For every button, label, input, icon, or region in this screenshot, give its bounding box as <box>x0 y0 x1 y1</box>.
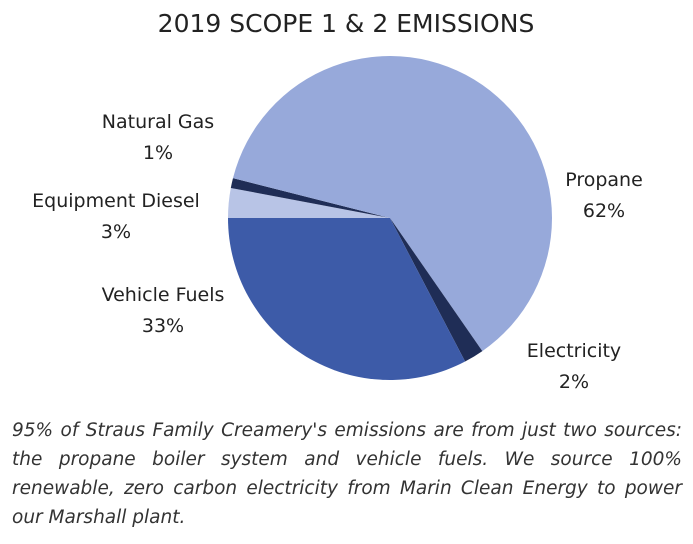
caption: 95% of Straus Family Creamery's emission… <box>12 420 682 528</box>
chart: 2019 SCOPE 1 & 2 EMISSIONS Equipment Die… <box>32 9 643 393</box>
pie-slice <box>228 187 390 218</box>
slice-label: Electricity <box>527 340 621 362</box>
slice-label: Natural Gas <box>102 111 214 133</box>
pie-slice <box>228 218 466 380</box>
pie-slice <box>390 218 483 362</box>
slice-value-label: 33% <box>142 315 184 337</box>
chart-title: 2019 SCOPE 1 & 2 EMISSIONS <box>158 9 535 38</box>
slice-value-label: 62% <box>583 200 625 222</box>
slice-label: Vehicle Fuels <box>102 284 225 306</box>
slice-label: Propane <box>565 169 643 191</box>
slice-value-label: 3% <box>101 221 131 243</box>
slice-value-label: 2% <box>559 371 589 393</box>
pie-slice <box>230 178 390 218</box>
slice-value-label: 1% <box>143 142 173 164</box>
pie-slice <box>232 56 553 352</box>
slice-label: Equipment Diesel <box>32 190 200 212</box>
